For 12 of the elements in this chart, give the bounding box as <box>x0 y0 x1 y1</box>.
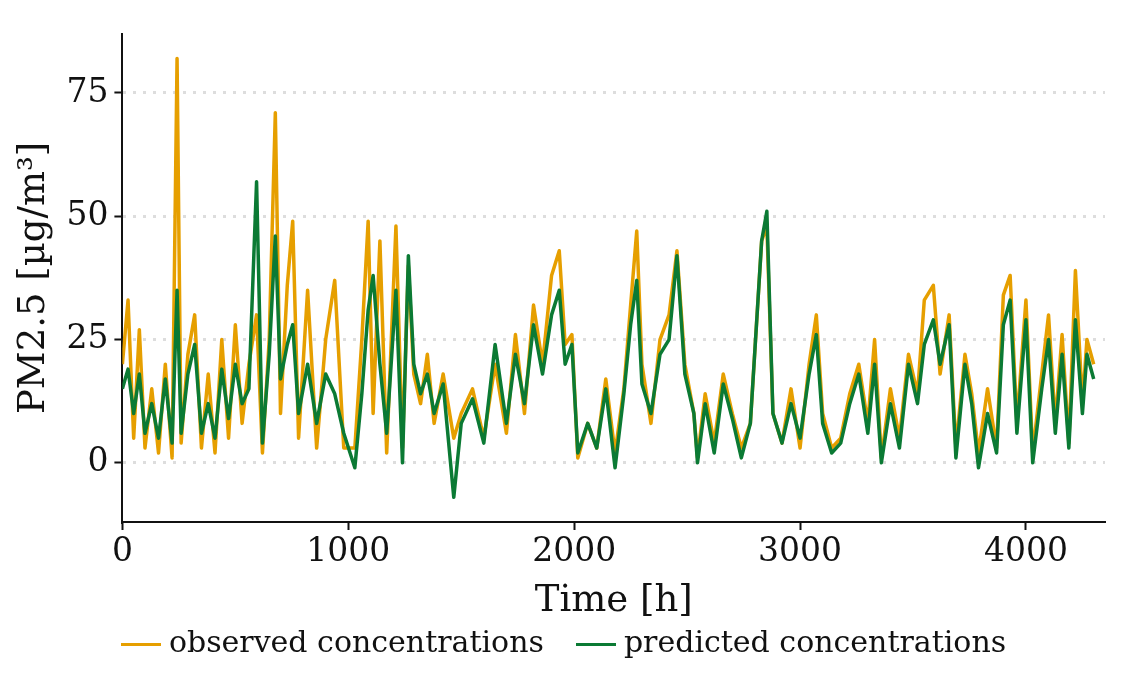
y-axis-title: PM2.5 [µg/m³] <box>9 141 53 415</box>
legend-label: predicted concentrations <box>623 624 1007 659</box>
y-tick-label: 50 <box>66 193 109 233</box>
legend-label: observed concentrations <box>168 624 544 659</box>
y-tick-label: 0 <box>87 440 109 480</box>
x-axis-title: Time [h] <box>534 577 693 621</box>
x-tick-label: 1000 <box>306 530 391 570</box>
x-tick-label: 4000 <box>983 530 1068 570</box>
x-tick-label: 3000 <box>758 530 843 570</box>
y-tick-label: 25 <box>66 317 109 357</box>
x-tick-label: 2000 <box>532 530 617 570</box>
y-tick-label: 75 <box>66 70 109 110</box>
